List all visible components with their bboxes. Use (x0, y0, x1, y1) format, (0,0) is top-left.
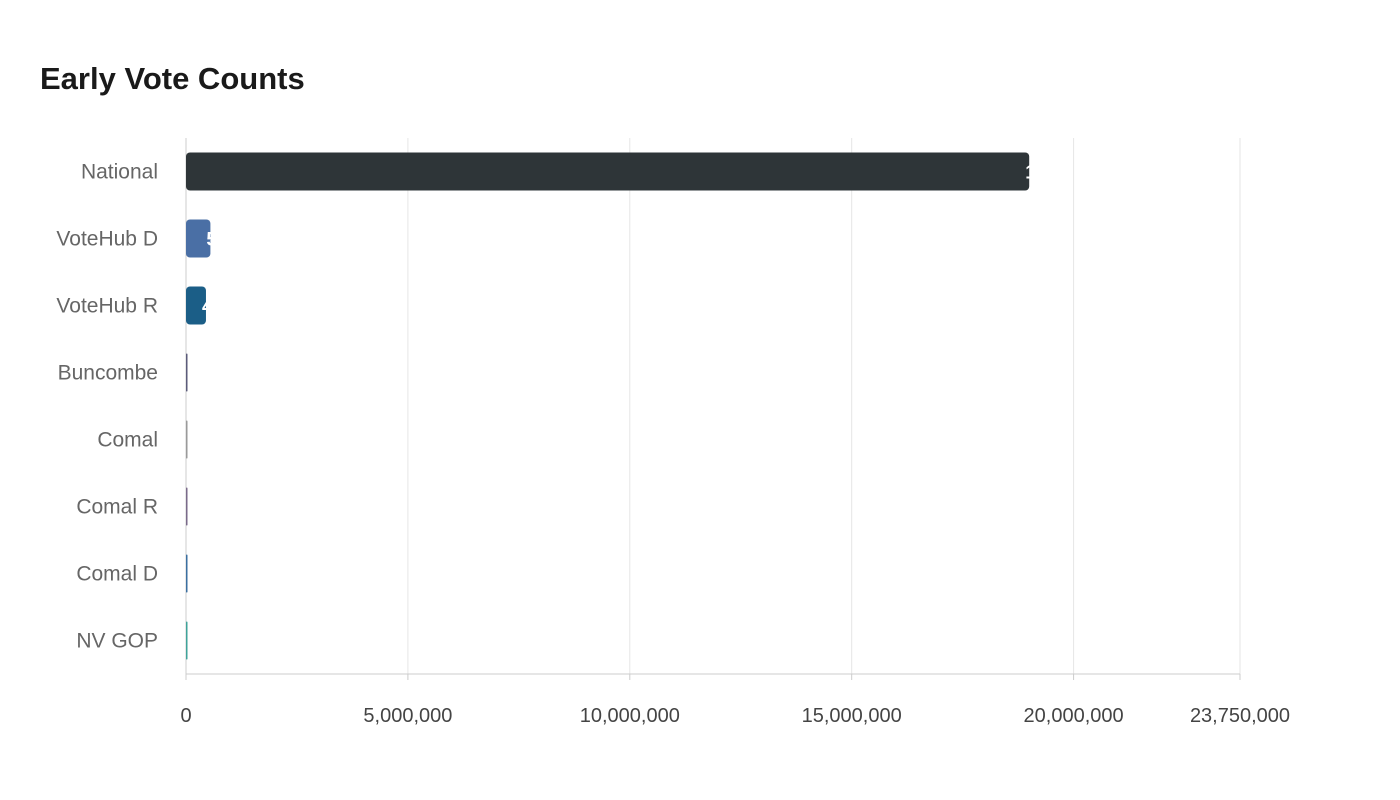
data-label: 1 (1025, 163, 1036, 184)
category-label: Buncombe (58, 362, 158, 385)
data-label: 4 (202, 297, 213, 318)
bar-comal-r[interactable] (186, 487, 188, 526)
bar-comal-d[interactable] (186, 554, 188, 593)
category-label: Comal R (76, 496, 158, 519)
bar-buncombe[interactable] (186, 353, 188, 392)
category-label: VoteHub D (56, 228, 158, 251)
category-labels: National VoteHub D VoteHub R Buncombe Comal C… (56, 161, 158, 653)
category-label: NV GOP (76, 630, 158, 653)
bar-nv-gop[interactable] (186, 621, 188, 660)
bar-votehub-r[interactable] (186, 286, 206, 325)
bar-comal[interactable] (186, 420, 188, 459)
bar-national[interactable] (186, 152, 1030, 191)
category-label: Comal D (76, 563, 158, 586)
data-label: 5 (206, 230, 217, 251)
category-label: National (81, 161, 158, 184)
category-label: Comal (97, 429, 158, 452)
x-tick-label: 0 (180, 705, 191, 727)
grid-lines (407, 138, 1241, 674)
chart-title: Early Vote Counts (40, 61, 305, 96)
bars (186, 152, 1030, 660)
x-tick-labels: 0 5,000,000 10,000,000 15,000,000 20,000,000… (180, 705, 1290, 727)
x-tick-label: 20,000,000 (1024, 705, 1124, 727)
bar-votehub-d[interactable] (186, 219, 211, 258)
x-tick-label: 5,000,000 (363, 705, 452, 727)
category-label: VoteHub R (56, 295, 158, 318)
axes (185, 138, 1241, 680)
x-tick-label: 15,000,000 (802, 705, 902, 727)
x-tick-label: 23,750,000 (1190, 705, 1290, 727)
x-tick-label: 10,000,000 (580, 705, 680, 727)
data-labels: 1 5 4 (202, 163, 1036, 318)
